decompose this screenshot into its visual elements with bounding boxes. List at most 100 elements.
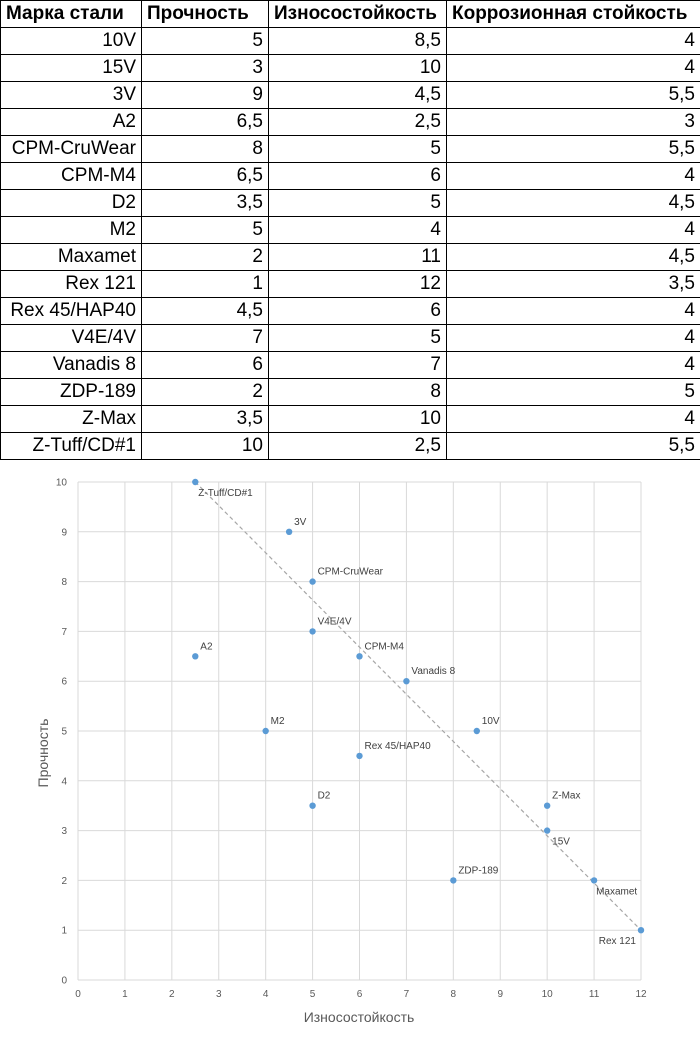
y-tick-label: 1 — [61, 926, 67, 937]
cell-wear-resistance: 11 — [268, 243, 447, 271]
cell-strength: 5 — [141, 27, 269, 55]
data-label: Rex 121 — [599, 936, 637, 947]
data-point — [192, 478, 199, 486]
data-label: ZDP-189 — [458, 865, 498, 876]
data-point — [262, 727, 269, 735]
x-tick-label: 9 — [497, 989, 503, 1000]
data-label: Z-Tuff/CD#1 — [198, 488, 253, 499]
data-point — [356, 653, 363, 660]
table-row: D2 3,5 5 4,5 — [0, 189, 700, 217]
y-tick-label: 9 — [61, 527, 67, 538]
chart-trendline — [194, 481, 642, 931]
x-tick-label: 11 — [589, 989, 600, 1000]
y-tick-label: 8 — [61, 577, 67, 588]
y-tick-label: 6 — [61, 677, 67, 688]
cell-grade: Z-Max — [0, 405, 142, 433]
table-row: ZDP-189 2 8 5 — [0, 378, 700, 406]
cell-grade: M2 — [0, 216, 142, 244]
cell-corrosion-resistance: 4 — [446, 405, 700, 433]
data-point — [192, 653, 199, 660]
cell-wear-resistance: 8 — [268, 378, 447, 406]
cell-wear-resistance: 6 — [268, 162, 447, 190]
x-tick-label: 8 — [451, 989, 457, 1000]
cell-corrosion-resistance: 4 — [446, 27, 700, 55]
cell-strength: 6 — [141, 351, 269, 379]
cell-strength: 1 — [141, 270, 269, 298]
table-row: Z-Max 3,5 10 4 — [0, 405, 700, 433]
cell-grade: Rex 45/HAP40 — [0, 297, 142, 325]
data-point — [637, 927, 645, 934]
x-tick-label: 0 — [75, 989, 81, 1000]
trendline — [194, 481, 642, 931]
y-tick-label: 3 — [61, 826, 67, 837]
column-header-corrosion-resistance: Коррозионная стойкость — [446, 0, 700, 28]
cell-strength: 5 — [141, 216, 269, 244]
cell-corrosion-resistance: 4 — [446, 297, 700, 325]
cell-grade: D2 — [0, 189, 142, 217]
table-row: A2 6,5 2,5 3 — [0, 108, 700, 136]
cell-corrosion-resistance: 3,5 — [446, 270, 700, 298]
cell-strength: 7 — [141, 324, 269, 352]
y-tick-label: 7 — [61, 627, 67, 638]
x-tick-label: 5 — [310, 989, 316, 1000]
table-row: M2 5 4 4 — [0, 216, 700, 244]
cell-wear-resistance: 10 — [268, 54, 447, 82]
data-label: Z-Max — [552, 791, 580, 802]
cell-grade: Vanadis 8 — [0, 351, 142, 379]
cell-wear-resistance: 5 — [268, 189, 447, 217]
cell-grade: Rex 121 — [0, 270, 142, 298]
table-row: Maxamet 2 11 4,5 — [0, 243, 700, 271]
column-header-grade: Марка стали — [0, 0, 142, 28]
cell-grade: A2 — [0, 108, 142, 136]
cell-corrosion-resistance: 4 — [446, 216, 700, 244]
cell-wear-resistance: 2,5 — [268, 432, 447, 460]
cell-grade: V4E/4V — [0, 324, 142, 352]
data-point — [309, 628, 316, 635]
cell-wear-resistance: 12 — [268, 270, 447, 298]
data-label: CPM-M4 — [365, 641, 405, 652]
y-axis-title: Прочность — [35, 719, 51, 788]
x-tick-label: 3 — [216, 989, 222, 1000]
data-label: Rex 45/HAP40 — [365, 741, 432, 752]
data-point — [543, 827, 551, 834]
cell-strength: 3 — [141, 54, 269, 82]
data-label: A2 — [200, 641, 213, 652]
data-point — [285, 528, 293, 535]
data-point — [309, 802, 316, 809]
table-header-row: Марка стали Прочность Износостойкость Ко… — [0, 0, 700, 28]
table-row: 15V 3 10 4 — [0, 54, 700, 82]
data-label: Vanadis 8 — [411, 666, 455, 677]
data-point — [450, 877, 457, 884]
cell-grade: CPM-M4 — [0, 162, 142, 190]
cell-corrosion-resistance: 4,5 — [446, 243, 700, 271]
data-point — [543, 802, 551, 809]
cell-wear-resistance: 10 — [268, 405, 447, 433]
data-label: D2 — [318, 791, 331, 802]
cell-corrosion-resistance: 5,5 — [446, 135, 700, 163]
cell-corrosion-resistance: 4 — [446, 54, 700, 82]
cell-wear-resistance: 7 — [268, 351, 447, 379]
data-label: 15V — [552, 837, 570, 848]
data-point — [309, 578, 316, 585]
cell-corrosion-resistance: 5,5 — [446, 432, 700, 460]
data-point — [590, 877, 598, 884]
cell-strength: 9 — [141, 81, 269, 109]
x-tick-label: 4 — [263, 989, 269, 1000]
cell-grade: 3V — [0, 81, 142, 109]
cell-strength: 2 — [141, 378, 269, 406]
cell-corrosion-resistance: 3 — [446, 108, 700, 136]
table-row: CPM-M4 6,5 6 4 — [0, 162, 700, 190]
cell-wear-resistance: 5 — [268, 135, 447, 163]
steel-properties-table: Марка стали Прочность Износостойкость Ко… — [0, 0, 700, 460]
cell-wear-resistance: 4 — [268, 216, 447, 244]
table-row: 10V 5 8,5 4 — [0, 27, 700, 55]
y-tick-label: 4 — [61, 776, 67, 787]
cell-strength: 10 — [141, 432, 269, 460]
data-label: CPM-CruWear — [318, 567, 384, 578]
table-row: Rex 45/HAP40 4,5 6 4 — [0, 297, 700, 325]
y-tick-label: 0 — [61, 976, 67, 987]
cell-corrosion-resistance: 4 — [446, 351, 700, 379]
